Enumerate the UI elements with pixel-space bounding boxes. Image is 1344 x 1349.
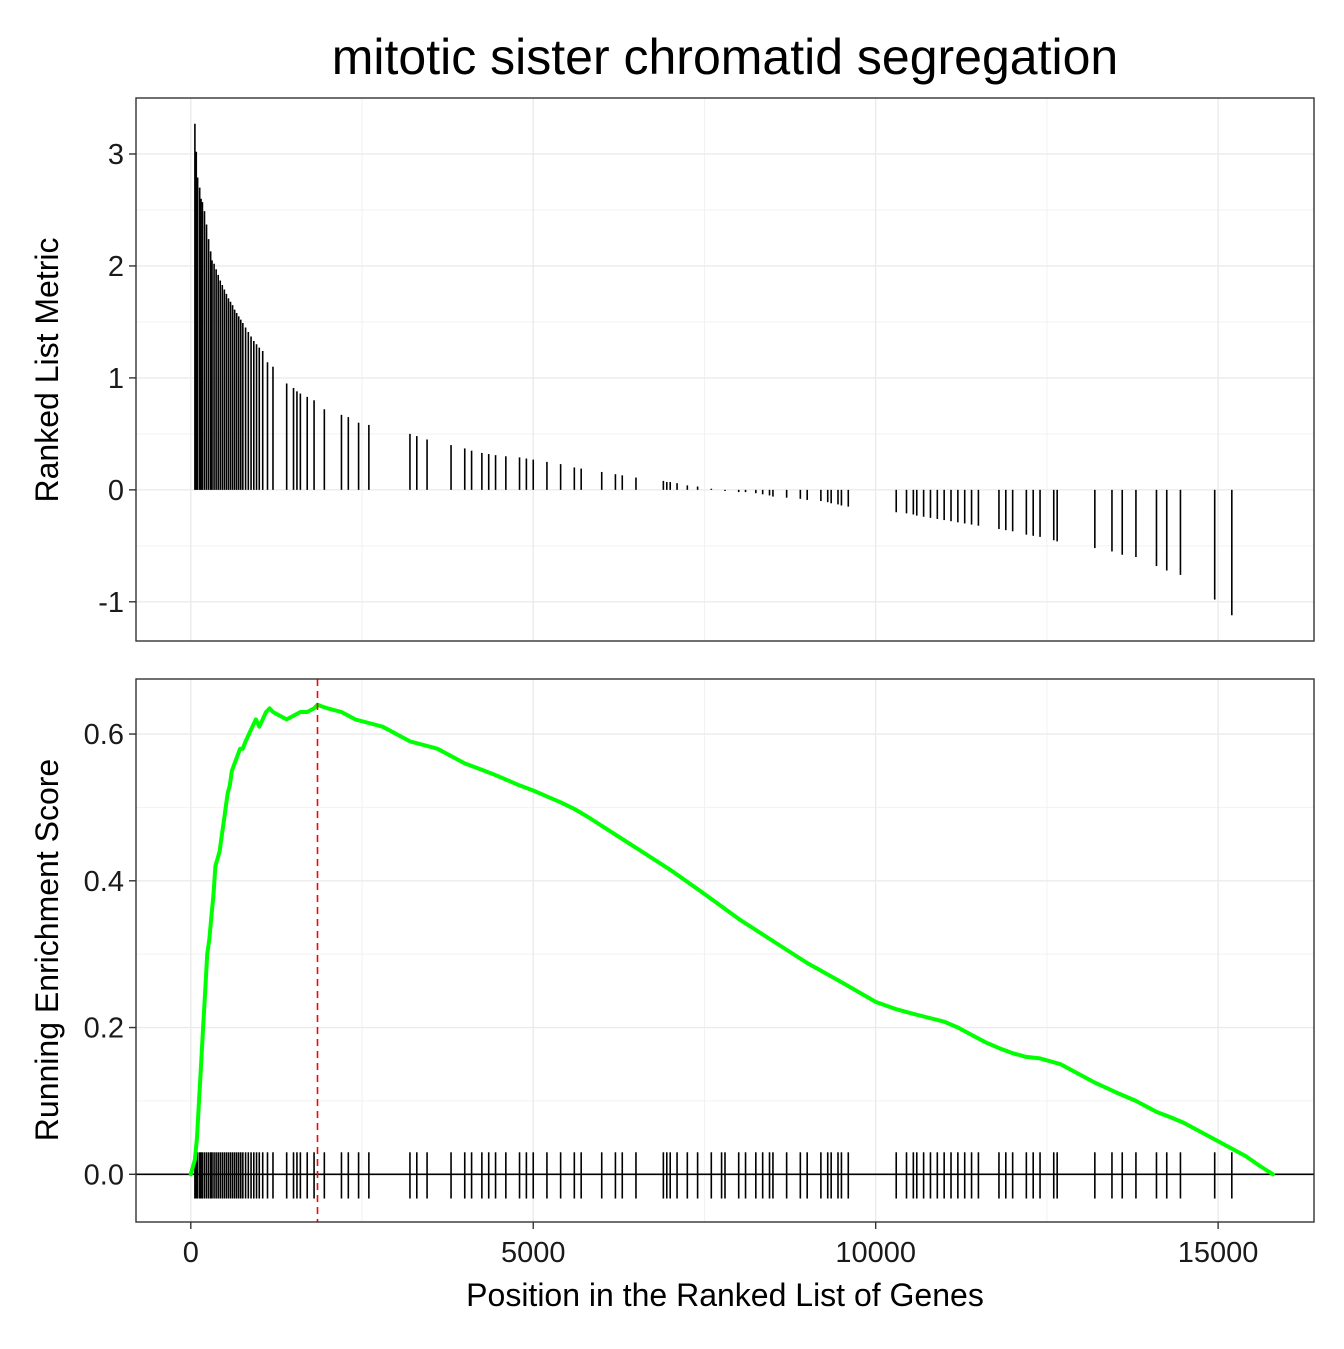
x-tick-label: 15000 (1178, 1237, 1259, 1269)
bottom-y-axis: 0.0 0.2 0.4 0.6 (84, 719, 136, 1191)
y-tick-label: 0.0 (84, 1159, 124, 1191)
y-tick-label: -1 (98, 587, 124, 619)
top-bars (194, 123, 1233, 616)
x-axis: 0 5000 10000 15000 (183, 1222, 1259, 1269)
enrichment-score-panel: 0.0 0.2 0.4 0.6 0 5000 10000 15000 Running Enr… (29, 678, 1315, 1313)
x-axis-title: Position in the Ranked List of Genes (466, 1277, 984, 1313)
top-panel-background (136, 98, 1314, 641)
bottom-panel-background (136, 679, 1314, 1222)
x-tick-label: 5000 (501, 1237, 566, 1269)
bottom-lines (136, 679, 1314, 1222)
ranked-metric-panel: -1 0 1 2 3 Ranked List Metric (29, 97, 1315, 642)
top-y-axis-title: Ranked List Metric (29, 238, 65, 503)
chart-title: mitotic sister chromatid segregation (332, 29, 1118, 85)
top-panel-border (135, 97, 1315, 642)
enrichment-score-line (188, 702, 1275, 1177)
bottom-y-axis-title: Running Enrichment Score (29, 759, 65, 1141)
y-tick-label: 1 (108, 363, 124, 395)
bottom-panel-border (135, 678, 1315, 1223)
y-tick-label: 0.4 (84, 866, 124, 898)
y-tick-label: 0.2 (84, 1013, 124, 1045)
top-grid (136, 98, 1314, 641)
top-y-axis: -1 0 1 2 3 (98, 139, 136, 619)
y-tick-label: 0.6 (84, 719, 124, 751)
y-tick-label: 0 (108, 475, 124, 507)
y-tick-label: 3 (108, 139, 124, 171)
bottom-rug (194, 1152, 1233, 1199)
y-tick-label: 2 (108, 251, 124, 283)
x-tick-label: 10000 (835, 1237, 916, 1269)
x-tick-label: 0 (183, 1237, 199, 1269)
